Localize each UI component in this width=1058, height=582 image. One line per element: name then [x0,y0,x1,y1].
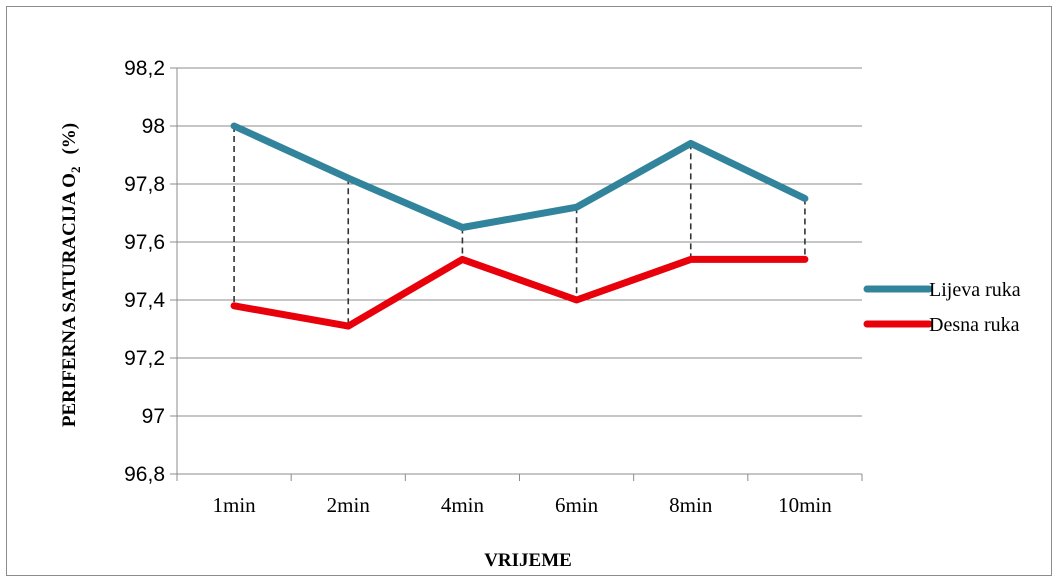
series-line-2 [230,255,809,330]
y-tick-label: 97,4 [124,289,165,312]
y-tick-label: 98,2 [124,57,165,80]
y-axis-title-subscript: 2 [68,167,83,174]
legend-label-1: Lijeva ruka [929,279,1021,301]
y-axis-title: PERIFERNA SATURACIJA O2 (%) [59,123,83,427]
y-tick-label: 97,6 [124,231,165,254]
y-tick-label: 97,8 [124,173,165,196]
x-tick-label: 2min [327,493,371,517]
grid-lines [170,67,863,481]
x-tick-label: 10min [778,493,832,517]
y-tick-label: 98 [142,115,165,138]
x-tick-label: 4min [441,493,485,517]
y-tick-label: 96,8 [124,463,165,486]
x-axis-title: VRIJEME [484,550,572,571]
x-tick-labels: 1min 2min 4min 6min 8min 10min [212,493,832,517]
y-tick-labels: 96,8 97 97,2 97,4 97,6 97,8 98 98,2 [124,57,165,486]
series-lines [230,122,809,330]
y-tick-label: 97,2 [124,347,165,370]
drop-lines [233,126,806,327]
x-tick-label: 1min [212,493,256,517]
x-tick-label: 6min [555,493,599,517]
y-axis-title-unit: (%) [59,123,80,155]
y-axis-title-main: PERIFERNA SATURACIJA O [59,173,80,427]
legend-label-2: Desna ruka [929,314,1020,336]
x-tick-label: 8min [669,493,713,517]
legend: Lijeva ruka Desna ruka [863,279,1021,336]
series-line-1 [230,122,809,231]
y-tick-label: 97 [142,405,165,428]
